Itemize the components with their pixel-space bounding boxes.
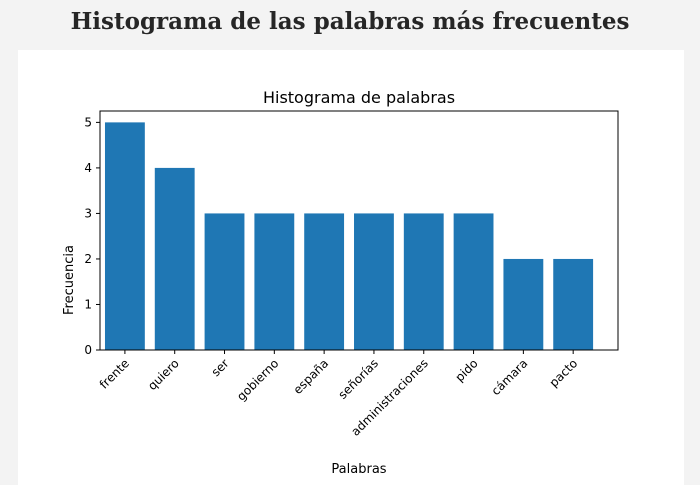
y-tick-label: 2	[84, 252, 92, 266]
bar-señorías	[354, 213, 394, 350]
x-tick-label-frente: frente	[97, 356, 132, 391]
y-tick-label: 1	[84, 297, 92, 311]
bar-gobierno	[254, 213, 295, 350]
bar-quiero	[154, 167, 195, 350]
x-tick-label-pido: pido	[452, 356, 480, 384]
x-tick-label-cámara: cámara	[489, 356, 531, 398]
chart-figure: Histograma de palabras Frecuencia Palabr…	[18, 50, 684, 485]
bar-pacto	[553, 258, 594, 350]
x-tick-label-ser: ser	[209, 356, 232, 379]
bar-pido	[453, 213, 494, 350]
bar-ser	[204, 213, 245, 350]
y-tick-label: 0	[84, 343, 92, 357]
bar-administraciones	[403, 213, 444, 350]
y-tick-label: 4	[84, 161, 92, 175]
x-tick-label-españa: españa	[291, 356, 332, 397]
bar-españa	[304, 213, 345, 350]
bar-chart: Histograma de palabras Frecuencia Palabr…	[62, 88, 619, 477]
plot-area: 0 1 2 3 4 5 frente quiero ser gobierno españa señor…	[84, 110, 619, 439]
x-tick-label-pacto: pacto	[547, 356, 581, 390]
axes-frame	[99, 110, 619, 351]
y-tick-label: 5	[84, 115, 92, 129]
x-tick-label-gobierno: gobierno	[234, 356, 281, 403]
bar-cámara	[503, 258, 544, 350]
x-tick-label-quiero: quiero	[145, 356, 182, 393]
x-axis-label: Palabras	[331, 462, 386, 477]
page-heading: Histograma de las palabras más frecuente…	[70, 8, 630, 35]
x-tick-label-señorías: señorías	[335, 356, 381, 402]
y-tick-label: 3	[84, 206, 92, 220]
chart-title: Histograma de palabras	[263, 88, 455, 107]
y-axis-label: Frecuencia	[62, 245, 77, 315]
bar-frente	[104, 122, 145, 350]
